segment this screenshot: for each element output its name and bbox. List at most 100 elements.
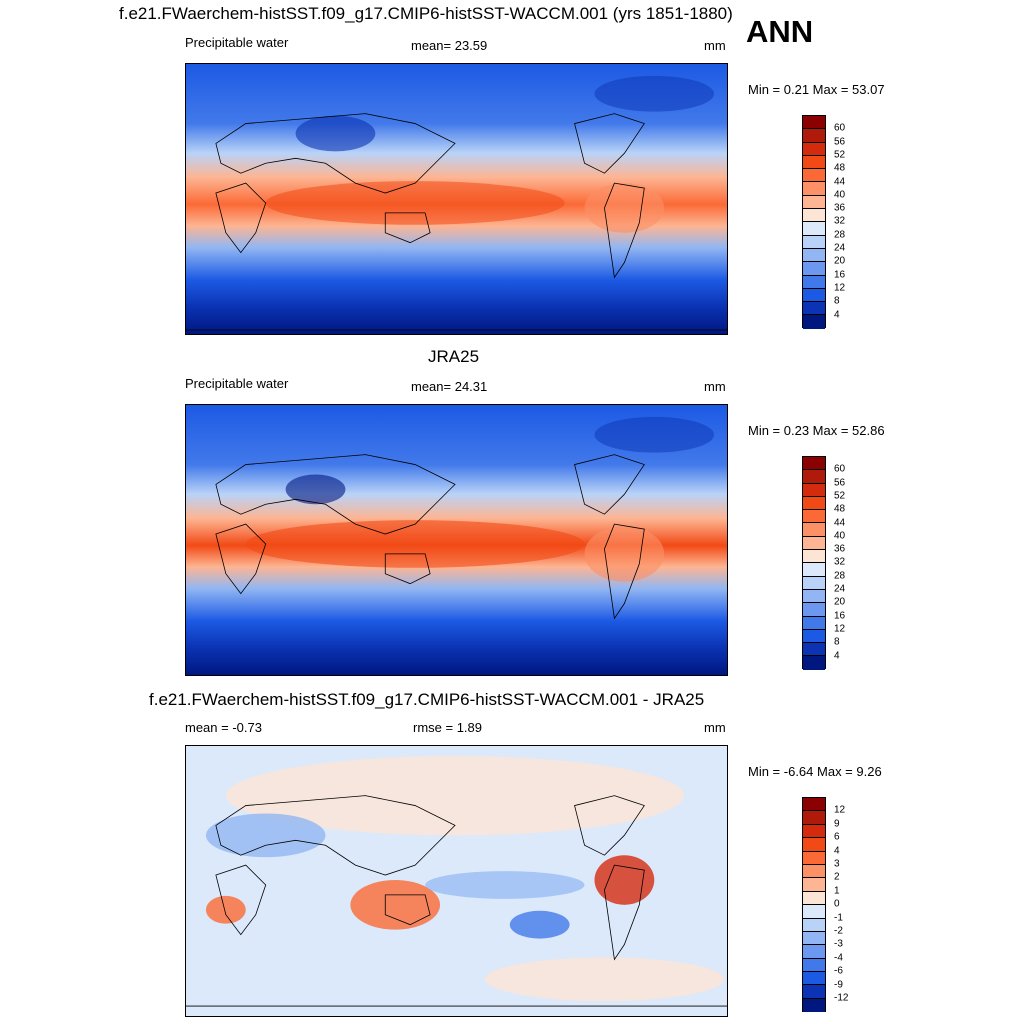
panel-obs-colorbar bbox=[802, 456, 826, 670]
panel-obs-colorbar-segment bbox=[803, 496, 825, 511]
panel-model-colorbar-segment bbox=[803, 155, 825, 170]
panel-model-minmax: Min = 0.21 Max = 53.07 bbox=[748, 82, 885, 97]
panel-diff-colorbar-tick: 4 bbox=[834, 845, 840, 857]
panel-model-map bbox=[185, 63, 728, 335]
panel-diff-colorbar-tick: -3 bbox=[834, 938, 843, 950]
panel-diff-colorbar-tick: -9 bbox=[834, 979, 843, 991]
panel-diff-rmse: rmse = 1.89 bbox=[413, 720, 483, 735]
panel-model-colorbar-segment bbox=[803, 129, 825, 143]
panel-diff-coastlines bbox=[186, 795, 727, 1007]
panel-diff-colorbar-tick: 1 bbox=[834, 885, 840, 897]
panel-obs-colorbar-tick: 8 bbox=[834, 636, 840, 648]
panel-obs-units: mm bbox=[704, 379, 726, 394]
panel-obs-colorbar-tick: 16 bbox=[834, 610, 846, 622]
panel-model-colorbar-tick: 48 bbox=[834, 162, 846, 174]
panel-obs-map bbox=[185, 404, 728, 676]
panel-model-coastlines bbox=[186, 113, 727, 331]
panel-diff-colorbar-tick: 12 bbox=[834, 804, 846, 816]
panel-obs-colorbar-segment bbox=[803, 603, 825, 617]
panel-model-colorbar-segment bbox=[803, 195, 825, 210]
panel-obs-mean: mean= 24.31 bbox=[411, 379, 488, 394]
panel-model-colorbar-segment bbox=[803, 302, 825, 316]
panel-obs-variable-label: Precipitable water bbox=[185, 376, 289, 391]
panel-diff-colorbar-segment bbox=[803, 851, 825, 865]
panel-diff-colorbar-tick: -2 bbox=[834, 925, 843, 937]
panel-diff-colorbar-segment bbox=[803, 931, 825, 946]
panel-obs-colorbar-segment bbox=[803, 563, 825, 577]
panel-obs-colorbar-segment bbox=[803, 576, 825, 590]
panel-obs-colorbar-tick: 60 bbox=[834, 463, 846, 475]
panel-diff-colorbar-segment bbox=[803, 945, 825, 959]
panel-model-colorbar-segment bbox=[803, 235, 825, 249]
panel-diff-colorbar-segment bbox=[803, 864, 825, 879]
panel-obs-colorbar-segment bbox=[803, 457, 825, 471]
panel-model-colorbar-tick: 40 bbox=[834, 189, 846, 201]
panel-diff-colorbar-segment bbox=[803, 905, 825, 919]
panel-model-colorbar-tick: 20 bbox=[834, 255, 846, 267]
panel-diff-units: mm bbox=[704, 720, 726, 735]
panel-diff-colorbar-tick: 9 bbox=[834, 818, 840, 830]
panel-model-colorbar-segment bbox=[803, 169, 825, 183]
panel-diff-colorbar-tick: 6 bbox=[834, 831, 840, 843]
panel-obs-colorbar-segment bbox=[803, 550, 825, 564]
panel-diff-colorbar-tick: 3 bbox=[834, 858, 840, 870]
run-title: f.e21.FWaerchem-histSST.f09_g17.CMIP6-hi… bbox=[119, 4, 733, 23]
panel-model-colorbar-segment bbox=[803, 222, 825, 236]
panel-obs-colorbar-tick: 20 bbox=[834, 596, 846, 608]
panel-model-colorbar bbox=[802, 115, 826, 329]
panel-obs-colorbar-tick: 36 bbox=[834, 543, 846, 555]
panel-diff-colorbar-segment bbox=[803, 824, 825, 839]
panel-obs-title: JRA25 bbox=[428, 347, 480, 366]
panel-diff-title: f.e21.FWaerchem-histSST.f09_g17.CMIP6-hi… bbox=[149, 690, 705, 709]
panel-diff-colorbar-tick: -6 bbox=[834, 965, 843, 977]
panel-obs-colorbar-tick: 32 bbox=[834, 556, 846, 568]
panel-diff-mean: mean = -0.73 bbox=[185, 720, 262, 735]
panel-diff-minmax: Min = -6.64 Max = 9.26 bbox=[748, 764, 882, 779]
panel-model-colorbar-tick: 12 bbox=[834, 282, 846, 294]
panel-model-colorbar-segment bbox=[803, 182, 825, 196]
panel-obs-colorbar-segment bbox=[803, 656, 825, 670]
panel-obs-colorbar-tick: 12 bbox=[834, 623, 846, 635]
panel-obs-colorbar-segment bbox=[803, 483, 825, 497]
panel-model-colorbar-tick: 44 bbox=[834, 176, 846, 187]
panel-model-colorbar-tick: 24 bbox=[834, 242, 846, 254]
panel-model-colorbar-tick: 8 bbox=[834, 295, 840, 307]
panel-obs-colorbar-segment bbox=[803, 629, 825, 644]
panel-obs-coastlines bbox=[215, 454, 645, 620]
panel-diff-colorbar-segment bbox=[803, 798, 825, 812]
panel-model-colorbar-tick: 60 bbox=[834, 122, 846, 134]
panel-obs-colorbar-tick: 48 bbox=[834, 503, 846, 515]
panel-diff-colorbar-tick: 2 bbox=[834, 871, 840, 883]
panel-obs-colorbar-segment bbox=[803, 643, 825, 657]
panel-model-colorbar-segment bbox=[803, 248, 825, 263]
panel-obs-colorbar-segment bbox=[803, 510, 825, 524]
panel-diff-colorbar-segment bbox=[803, 918, 825, 932]
panel-obs-colorbar-tick: 56 bbox=[834, 477, 846, 489]
panel-diff-colorbar-segment bbox=[803, 998, 825, 1013]
panel-model-colorbar-segment bbox=[803, 116, 825, 130]
panel-model-colorbar-segment bbox=[803, 315, 825, 329]
panel-model-colorbar-segment bbox=[803, 142, 825, 156]
panel-model-colorbar-segment bbox=[803, 262, 825, 276]
panel-diff-colorbar-tick: 0 bbox=[834, 898, 840, 910]
panel-model-colorbar-tick: 56 bbox=[834, 136, 846, 148]
panel-model-colorbar-tick: 36 bbox=[834, 202, 846, 214]
panel-obs-colorbar-segment bbox=[803, 616, 825, 630]
panel-diff-colorbar-segment bbox=[803, 985, 825, 999]
panel-model-colorbar-tick: 32 bbox=[834, 215, 846, 227]
panel-diff-colorbar-segment bbox=[803, 838, 825, 852]
panel-diff-colorbar-segment bbox=[803, 878, 825, 892]
season-label: ANN bbox=[746, 14, 814, 49]
panel-obs-colorbar-tick: 40 bbox=[834, 530, 846, 542]
panel-obs-colorbar-tick: 44 bbox=[834, 517, 846, 528]
panel-model-colorbar-tick: 28 bbox=[834, 229, 846, 241]
panel-obs-colorbar-segment bbox=[803, 470, 825, 484]
panel-obs-colorbar-tick: 24 bbox=[834, 583, 846, 595]
panel-model-colorbar-tick: 4 bbox=[834, 309, 840, 320]
panel-diff-colorbar bbox=[802, 797, 826, 1013]
panel-diff-colorbar-segment bbox=[803, 958, 825, 973]
panel-obs-colorbar-tick: 28 bbox=[834, 570, 846, 582]
panel-obs-colorbar-tick: 4 bbox=[834, 650, 840, 661]
panel-model-mean: mean= 23.59 bbox=[411, 38, 488, 53]
panel-diff-colorbar-segment bbox=[803, 811, 825, 825]
